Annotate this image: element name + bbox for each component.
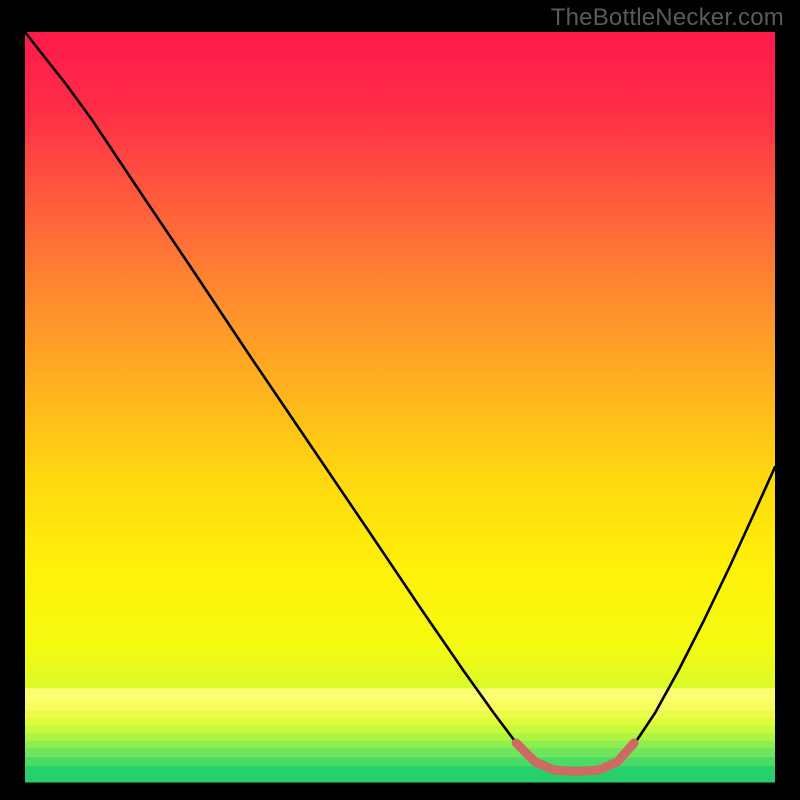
stripe (25, 718, 775, 726)
heat-gradient-background (25, 32, 775, 782)
stripe (25, 733, 775, 741)
stripe (25, 757, 775, 767)
stripe (25, 702, 775, 712)
chart-stage: TheBottleNecker.com (0, 0, 800, 800)
stripe (25, 766, 775, 782)
watermark-label: TheBottleNecker.com (551, 4, 784, 32)
bottleneck-chart (0, 0, 800, 800)
stripe (25, 726, 775, 734)
stripe (25, 748, 775, 758)
stripe (25, 741, 775, 749)
bottom-stripe-band (25, 688, 775, 782)
stripe (25, 711, 775, 719)
